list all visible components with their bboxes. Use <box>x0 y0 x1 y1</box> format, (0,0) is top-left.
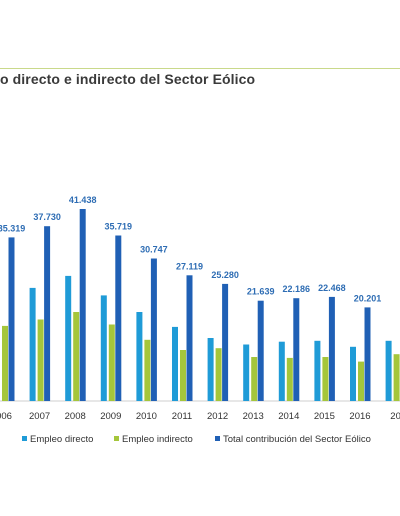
bar-empleo-indirecto-2007 <box>37 319 44 401</box>
value-label-2007: 37.730 <box>33 212 61 222</box>
bar-empleo-indirecto-2013 <box>251 357 258 401</box>
legend-swatch-total <box>215 436 220 441</box>
x-label-2008: 2008 <box>65 411 86 422</box>
bar-empleo-directo-2007 <box>29 287 36 401</box>
bar-total-contribuci-n-del-sector-e-lico-2006 <box>8 237 15 401</box>
bar-empleo-directo-2012 <box>207 338 214 401</box>
bar-total-contribuci-n-del-sector-e-lico-2014 <box>293 298 300 401</box>
x-label-2014: 2014 <box>278 411 299 422</box>
value-label-2012: 25.280 <box>211 270 239 280</box>
bar-total-contribuci-n-del-sector-e-lico-2013 <box>257 300 264 401</box>
bar-empleo-directo-2014 <box>278 341 285 401</box>
bar-total-contribuci-n-del-sector-e-lico-2011 <box>186 275 193 401</box>
x-label-2007: 2007 <box>29 411 50 422</box>
legend-label-empleo-indirecto: Empleo indirecto <box>122 434 193 445</box>
bar-empleo-indirecto-2016 <box>358 361 364 401</box>
chart-title: o directo e indirecto del Sector Eólico <box>0 71 256 87</box>
x-axis-labels: 006 2007 2008 2009 2010 2011 2012 2013 2014 2015 2… <box>0 411 400 422</box>
bar-total-contribuci-n-del-sector-e-lico-2012 <box>222 283 229 401</box>
value-label-2006: 35.319 <box>0 223 25 233</box>
bar-empleo-directo-2015 <box>314 340 321 401</box>
bar-empleo-indirecto-2010 <box>144 339 151 401</box>
bar-total-contribuci-n-del-sector-e-lico-2016 <box>364 307 371 401</box>
x-label-2012: 2012 <box>207 411 228 422</box>
bar-total-contribuci-n-del-sector-e-lico-2008 <box>79 209 86 401</box>
bar-empleo-indirecto-2017 <box>393 354 400 401</box>
value-label-2013: 21.639 <box>247 287 275 297</box>
bar-empleo-directo-2009 <box>100 295 107 401</box>
x-label-2015: 2015 <box>314 411 335 422</box>
value-label-2009: 35.719 <box>105 222 133 232</box>
x-label-2013: 2013 <box>243 411 264 422</box>
value-label-2015: 22.468 <box>318 283 346 293</box>
bar-total-contribuci-n-del-sector-e-lico-2010 <box>150 258 157 401</box>
legend-swatch-empleo-directo <box>22 436 27 441</box>
value-label-2010: 30.747 <box>140 245 168 255</box>
bar-empleo-indirecto-2008 <box>73 312 80 401</box>
bar-total-contribuci-n-del-sector-e-lico-2015 <box>328 296 335 401</box>
bar-empleo-directo-2017 <box>385 340 392 401</box>
value-label-2016: 20.201 <box>354 293 382 303</box>
value-label-2008: 41.438 <box>69 195 97 205</box>
x-label-2017: 20 <box>390 411 400 422</box>
bar-total-contribuci-n-del-sector-e-lico-2009 <box>115 235 122 401</box>
bar-empleo-directo-2011 <box>172 326 178 401</box>
value-label-2011: 27.119 <box>176 261 203 271</box>
bar-empleo-indirecto-2006 <box>2 325 8 401</box>
value-labels-group: 35.319 37.730 41.438 35.719 30.747 27.119 25.2… <box>0 195 382 303</box>
x-label-2011: 2011 <box>172 411 192 422</box>
bar-empleo-indirecto-2009 <box>108 324 115 401</box>
bar-empleo-directo-2016 <box>350 346 356 401</box>
x-label-2016: 2016 <box>349 411 370 422</box>
bar-empleo-directo-2013 <box>243 344 250 401</box>
bar-empleo-directo-2010 <box>136 312 143 401</box>
bars-group <box>2 209 400 401</box>
bar-empleo-indirecto-2014 <box>286 357 293 401</box>
bar-empleo-indirecto-2015 <box>322 357 329 401</box>
x-label-2006: 006 <box>0 411 12 422</box>
legend-label-total: Total contribución del Sector Eólico <box>223 434 371 445</box>
x-label-2009: 2009 <box>100 411 121 422</box>
top-divider <box>0 68 400 69</box>
value-label-2014: 22.186 <box>283 284 311 294</box>
legend: Empleo directo Empleo indirecto Total co… <box>22 434 371 445</box>
bar-total-contribuci-n-del-sector-e-lico-2007 <box>44 226 51 401</box>
bar-empleo-directo-2008 <box>65 275 72 401</box>
legend-swatch-empleo-indirecto <box>114 436 119 441</box>
bar-empleo-indirecto-2012 <box>215 348 222 401</box>
x-label-2010: 2010 <box>136 411 157 422</box>
bar-empleo-indirecto-2011 <box>180 350 186 401</box>
legend-label-empleo-directo: Empleo directo <box>30 434 93 445</box>
